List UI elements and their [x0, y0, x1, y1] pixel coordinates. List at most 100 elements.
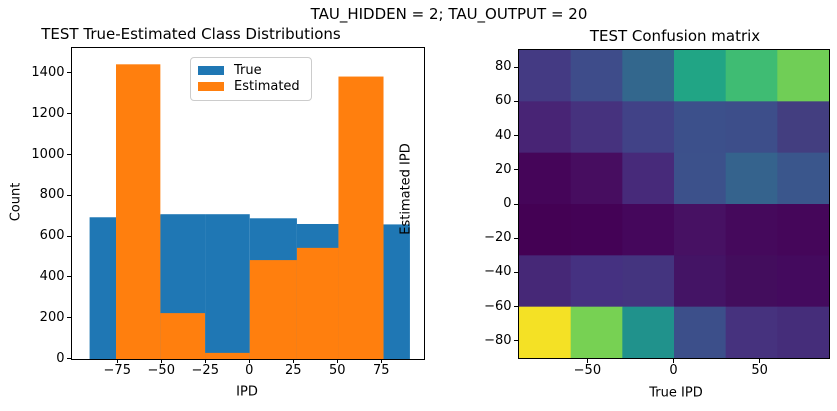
confusion-cell-r5-c2	[621, 306, 674, 358]
confusion-cell-r5-c5	[776, 306, 829, 358]
confusion-cell-r0-c1	[570, 50, 623, 102]
y-tick-label: −60	[484, 298, 512, 314]
y-tick-label: 0	[503, 196, 512, 211]
x-tick-label: 0	[245, 363, 254, 378]
confusion-cell-r0-c2	[621, 50, 674, 102]
confusion-cell-r0-c3	[673, 50, 726, 102]
confusion-cell-r0-c5	[776, 50, 829, 102]
hist-bar-estimated	[115, 63, 160, 359]
legend-label-true: True	[234, 62, 262, 78]
confusion-cell-r4-c3	[673, 255, 726, 308]
confusion-matrix-title: TEST Confusion matrix	[589, 27, 761, 45]
y-tick-mark	[514, 169, 518, 171]
y-tick-mark	[67, 235, 71, 237]
x-tick-label: −50	[573, 362, 602, 378]
y-tick-mark	[514, 271, 518, 273]
y-tick-mark	[514, 100, 518, 102]
confusion-matrix-plot-area	[518, 50, 829, 358]
hist-bar-estimated	[296, 247, 338, 359]
hist-bar-true	[89, 216, 116, 359]
figure-suptitle: TAU_HIDDEN = 2; TAU_OUTPUT = 20	[310, 5, 588, 23]
y-tick-label: 80	[494, 59, 512, 75]
confusion-cell-r3-c2	[621, 204, 674, 256]
x-tick-label: 75	[372, 363, 390, 378]
confusion-cell-r4-c4	[725, 255, 778, 308]
x-tick-mark	[336, 359, 338, 363]
y-tick-label: 800	[39, 187, 65, 203]
y-tick-label: 400	[39, 268, 65, 284]
y-tick-mark	[67, 194, 71, 196]
y-tick-mark	[67, 276, 71, 278]
confusion-cell-r3-c4	[725, 204, 778, 256]
x-tick-mark	[204, 359, 206, 363]
y-tick-mark	[67, 154, 71, 156]
confusion-matrix-y-axis-label: Estimated IPD	[398, 143, 414, 235]
confusion-cell-r1-c4	[725, 101, 778, 154]
y-tick-mark	[514, 66, 518, 68]
y-tick-mark	[514, 203, 518, 205]
confusion-cell-r1-c3	[673, 101, 726, 154]
y-tick-label: 20	[494, 161, 512, 177]
y-tick-mark	[514, 340, 518, 342]
x-tick-label: −50	[147, 363, 175, 378]
y-tick-label: 1200	[31, 105, 65, 121]
hist-bar-estimated	[337, 76, 384, 359]
histogram-x-axis-label: IPD	[236, 384, 258, 400]
y-tick-label: −80	[484, 332, 512, 348]
legend-label-estimated: Estimated	[234, 79, 300, 95]
confusion-cell-r3-c0	[518, 204, 571, 256]
confusion-cell-r1-c5	[776, 101, 829, 154]
y-tick-label: 0	[56, 350, 65, 366]
confusion-cell-r3-c1	[570, 204, 623, 256]
confusion-cell-r2-c0	[518, 152, 571, 205]
confusion-cell-r1-c2	[621, 101, 674, 154]
x-tick-label: −75	[103, 363, 131, 378]
y-tick-label: 600	[39, 228, 65, 244]
y-tick-label: 60	[494, 93, 512, 109]
confusion-cell-r4-c0	[518, 255, 571, 308]
y-tick-label: −40	[484, 264, 512, 280]
hist-bar-estimated	[249, 259, 297, 359]
confusion-cell-r5-c1	[570, 306, 623, 358]
y-tick-label: 1400	[31, 64, 65, 80]
confusion-cell-r3-c5	[776, 204, 829, 256]
y-tick-mark	[514, 135, 518, 137]
confusion-cell-r4-c1	[570, 255, 623, 308]
legend-swatch-true	[198, 65, 224, 75]
hist-bar-true	[204, 213, 250, 359]
x-tick-label: −25	[191, 363, 219, 378]
confusion-cell-r1-c1	[570, 101, 623, 154]
y-tick-mark	[67, 358, 71, 359]
y-tick-mark	[67, 317, 71, 319]
x-tick-label: 0	[669, 362, 678, 378]
x-tick-label: 25	[284, 363, 302, 378]
x-tick-mark	[759, 359, 761, 363]
confusion-cell-r2-c3	[673, 152, 726, 205]
confusion-cell-r4-c5	[776, 255, 829, 308]
y-tick-mark	[514, 306, 518, 308]
x-tick-mark	[380, 359, 382, 363]
hist-bar-estimated	[159, 312, 205, 359]
confusion-cell-r5-c3	[673, 306, 726, 358]
y-tick-mark	[67, 113, 71, 115]
legend-item-true: True	[198, 64, 303, 77]
confusion-cell-r0-c0	[518, 50, 571, 102]
confusion-cell-r5-c0	[518, 306, 571, 358]
x-tick-mark	[586, 359, 588, 363]
confusion-matrix-x-axis-label: True IPD	[649, 385, 703, 401]
y-tick-label: 200	[39, 309, 65, 325]
y-tick-label: −20	[484, 230, 512, 246]
x-tick-mark	[160, 359, 162, 363]
confusion-cell-r0-c4	[725, 50, 778, 102]
x-tick-mark	[248, 359, 250, 363]
hist-bar-true	[383, 223, 410, 359]
y-tick-mark	[514, 237, 518, 239]
confusion-cell-r5-c4	[725, 306, 778, 358]
x-tick-mark	[292, 359, 294, 363]
confusion-cell-r2-c4	[725, 152, 778, 205]
legend-swatch-estimated	[198, 82, 224, 92]
confusion-cell-r4-c2	[621, 255, 674, 308]
histogram-title: TEST True-Estimated Class Distributions	[41, 25, 341, 43]
histogram-plot-area	[89, 63, 410, 359]
